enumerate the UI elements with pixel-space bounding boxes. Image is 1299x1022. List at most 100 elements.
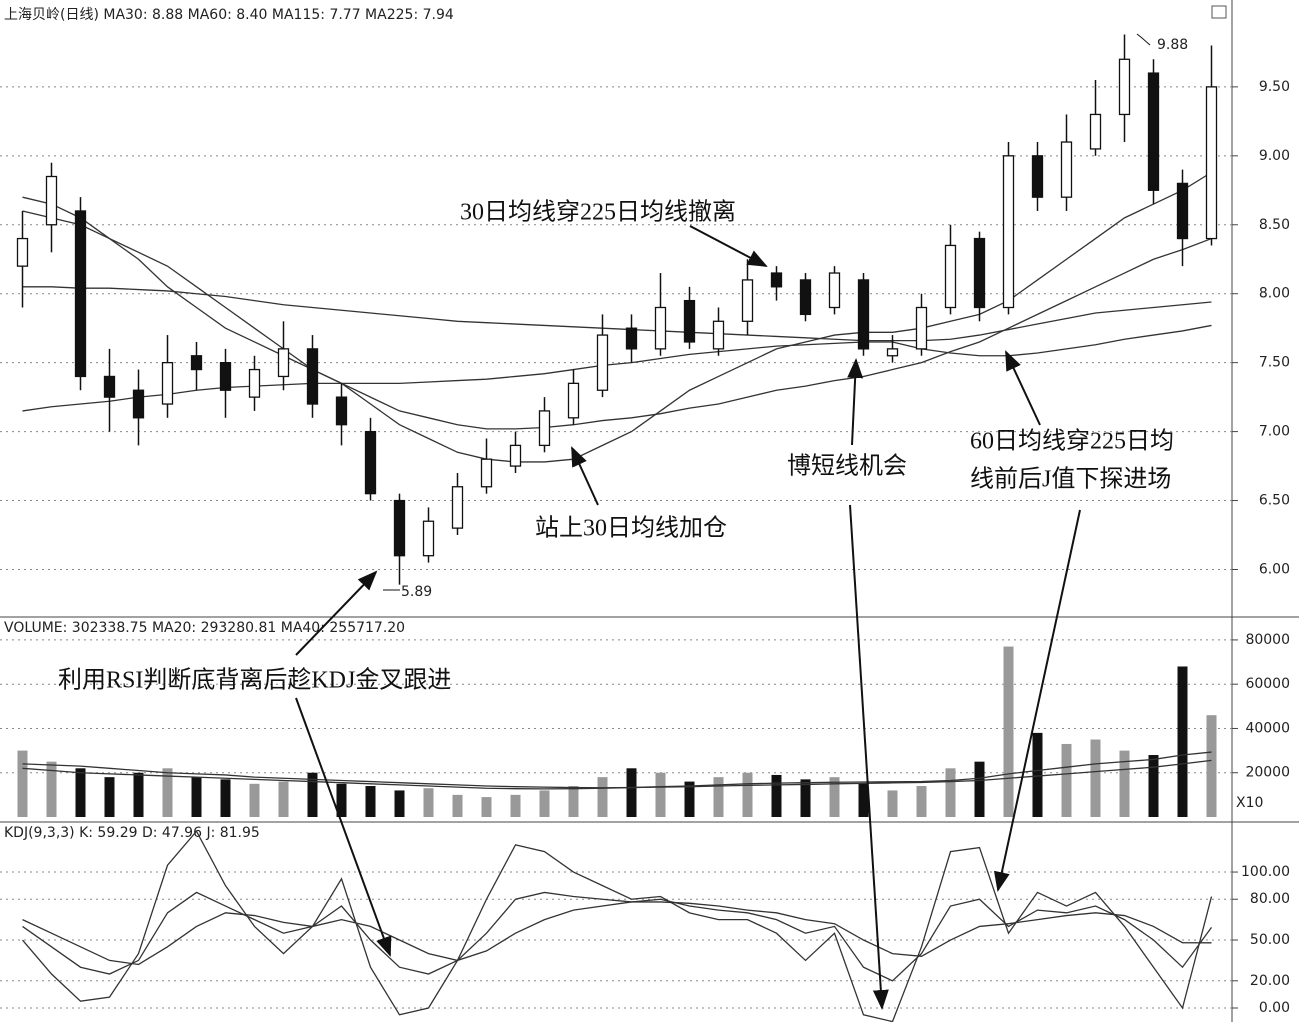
volume-bar xyxy=(365,786,376,817)
marker-line xyxy=(1136,33,1151,46)
candle-body xyxy=(799,279,812,316)
candle-body xyxy=(103,375,116,398)
volume-bar xyxy=(220,779,231,817)
unit-label: X10 xyxy=(1236,795,1263,811)
y-tick-label: 80.00 xyxy=(1250,891,1290,907)
y-tick-label: 80000 xyxy=(1245,632,1290,648)
volume-bar xyxy=(539,790,550,817)
volume-bar xyxy=(307,772,318,817)
y-tick-label: 7.00 xyxy=(1259,424,1290,440)
arrow xyxy=(849,504,889,1010)
candle-body xyxy=(886,348,899,357)
candle-body xyxy=(1176,182,1189,240)
volume-bar xyxy=(336,783,347,817)
candle-body xyxy=(915,306,928,350)
arrow xyxy=(1005,350,1041,426)
annotation: 利用RSI判断底背离后趁KDJ金叉跟进 xyxy=(58,667,451,694)
y-tick-label: 20000 xyxy=(1245,765,1290,781)
candle-body xyxy=(1060,141,1073,198)
volume-bar xyxy=(742,772,753,817)
indicator-line xyxy=(22,891,1213,982)
indicator-line xyxy=(22,759,1212,789)
candle-body xyxy=(567,382,580,419)
candle-body xyxy=(190,355,203,371)
volume-bar xyxy=(133,772,144,817)
volume-bar xyxy=(713,777,724,817)
arrow xyxy=(689,225,768,267)
candle-body xyxy=(422,520,435,557)
indicator-line xyxy=(22,830,1213,1022)
volume-bar xyxy=(858,783,869,817)
volume-bar xyxy=(1177,666,1188,817)
arrow xyxy=(993,509,1081,892)
y-tick-label: 100.00 xyxy=(1241,864,1290,880)
volume-bar xyxy=(1206,715,1217,817)
candle-body xyxy=(944,244,957,309)
volume-bar xyxy=(887,790,898,817)
annotation: 站上30日均线加仓 xyxy=(535,515,727,542)
volume-bar xyxy=(626,768,637,817)
indicator-line xyxy=(22,286,1212,342)
candle-body xyxy=(1031,155,1044,198)
price-header: 上海贝岭(日线) MA30: 8.88 MA60: 8.40 MA115: 7.… xyxy=(4,7,454,23)
y-tick-label: 20.00 xyxy=(1250,973,1290,989)
indicator-line xyxy=(22,210,1212,430)
volume-bar xyxy=(945,768,956,817)
volume-bar xyxy=(278,781,289,817)
window-icon[interactable] xyxy=(1211,5,1227,19)
annotation: 60日均线穿225日均 xyxy=(970,428,1174,455)
kdj-header: KDJ(9,3,3) K: 59.29 D: 47.96 J: 81.95 xyxy=(4,825,260,841)
candle-body xyxy=(741,279,754,322)
volume-bar xyxy=(104,777,115,817)
arrow xyxy=(295,697,392,957)
y-tick-label: 40000 xyxy=(1245,720,1290,736)
candle-body xyxy=(828,272,841,309)
volume-bar xyxy=(452,794,463,817)
candle-body xyxy=(770,272,783,288)
candle-body xyxy=(1118,58,1131,116)
volume-bar xyxy=(162,768,173,817)
y-tick-label: 50.00 xyxy=(1250,932,1290,948)
candle-body xyxy=(509,444,522,467)
low-label: 5.89 xyxy=(401,584,432,600)
candle-body xyxy=(480,458,493,488)
candle-body xyxy=(161,362,174,405)
volume-bar xyxy=(684,781,695,817)
candle-body xyxy=(45,175,58,226)
volume-bar xyxy=(17,750,28,817)
candle-body xyxy=(393,499,406,557)
candle-body xyxy=(74,210,87,378)
volume-bar xyxy=(916,786,927,817)
volume-bar xyxy=(1003,646,1014,817)
volume-bar xyxy=(46,761,57,817)
y-tick-label: 9.00 xyxy=(1259,148,1290,164)
candle-body xyxy=(132,389,145,419)
candle-body xyxy=(306,348,319,405)
annotation: 线前后J值下探进场 xyxy=(970,466,1171,493)
candle-body xyxy=(248,368,261,398)
volume-bar xyxy=(510,794,521,817)
volume-bar xyxy=(568,786,579,817)
volume-bar xyxy=(423,788,434,817)
candle-body xyxy=(538,410,551,447)
candle-body xyxy=(277,348,290,378)
candle-body xyxy=(1205,86,1218,240)
high-label: 9.88 xyxy=(1157,37,1188,53)
y-tick-label: 8.50 xyxy=(1259,217,1290,233)
volume-bar xyxy=(1148,755,1159,817)
volume-bar xyxy=(771,774,782,817)
volume-bar xyxy=(249,783,260,817)
volume-bar xyxy=(394,790,405,817)
volume-bar xyxy=(481,797,492,817)
volume-bar xyxy=(655,772,666,817)
volume-bar xyxy=(1032,732,1043,817)
indicator-line xyxy=(22,901,1212,966)
candle-body xyxy=(364,430,377,495)
candle-body xyxy=(1002,155,1015,309)
candle-body xyxy=(625,327,638,350)
volume-bar xyxy=(75,768,86,817)
candle-body xyxy=(596,334,609,391)
volume-bar xyxy=(597,777,608,817)
